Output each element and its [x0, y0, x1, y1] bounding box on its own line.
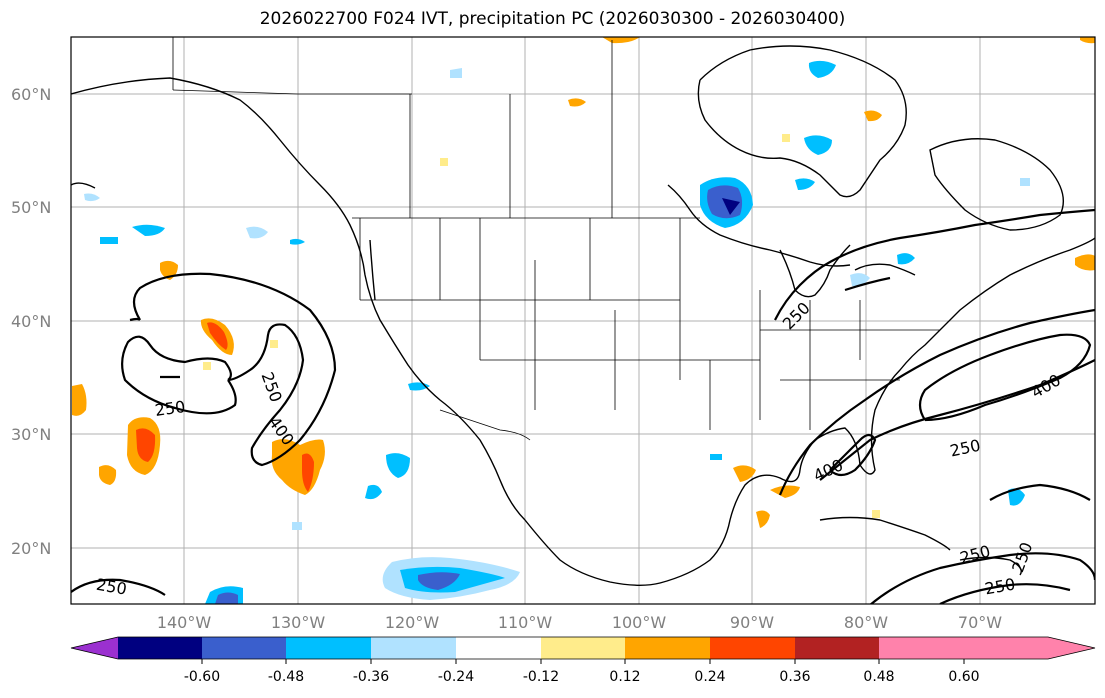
colorbar-tick-label: -0.12 — [523, 669, 559, 685]
ivt-contours — [71, 208, 1095, 604]
colorbar-swatch — [710, 637, 795, 659]
colorbar-swatch — [286, 637, 371, 659]
colorbar-tick-label: -0.24 — [438, 669, 474, 685]
colorbar-tick-label: 0.48 — [863, 669, 894, 685]
map-title: 2026022700 F024 IVT, precipitation PC (2… — [259, 9, 846, 29]
colorbar-tick-label: -0.48 — [268, 669, 304, 685]
lon-label: 100°W — [612, 613, 667, 632]
colorbar-swatch — [118, 637, 202, 659]
colorbar-swatch — [625, 637, 710, 659]
colorbar-extend-max — [964, 637, 1095, 659]
colorbar-swatch — [795, 637, 879, 659]
lon-label: 110°W — [498, 613, 553, 632]
map-plot-area — [71, 37, 1095, 604]
colorbar-swatch — [541, 637, 625, 659]
lon-label: 70°W — [958, 613, 1002, 632]
colorbar-tick-label: 0.36 — [779, 669, 810, 685]
colorbar-swatch — [879, 637, 964, 659]
lat-label: 20°N — [11, 539, 51, 558]
lat-label: 60°N — [11, 85, 51, 104]
coastlines — [71, 45, 1095, 586]
lon-label: 130°W — [271, 613, 326, 632]
colorbar-swatch — [202, 637, 286, 659]
colorbar-extend-min — [71, 637, 118, 659]
lat-label: 30°N — [11, 425, 51, 444]
lon-label: 80°W — [844, 613, 888, 632]
longitude-labels: 140°W 130°W 120°W 110°W 100°W 90°W 80°W … — [157, 613, 1002, 632]
colorbar-swatch — [371, 637, 456, 659]
colorbar-tick-label: 0.12 — [609, 669, 640, 685]
colorbar-tick-label: 0.24 — [694, 669, 725, 685]
map-frame — [70, 36, 1096, 605]
colorbar-swatch — [456, 637, 541, 659]
colorbar: -0.60 -0.48 -0.36 -0.24 -0.12 0.12 0.24 … — [70, 636, 1096, 685]
lon-label: 90°W — [730, 613, 774, 632]
lat-label: 50°N — [11, 198, 51, 217]
state-province-borders — [172, 37, 940, 441]
lon-label: 140°W — [157, 613, 212, 632]
latitude-labels: 60°N 50°N 40°N 30°N 20°N — [11, 85, 51, 558]
colorbar-tick-label: -0.60 — [184, 669, 220, 685]
graticule — [71, 37, 1095, 604]
colorbar-tick-label: -0.36 — [353, 669, 389, 685]
lat-label: 40°N — [11, 312, 51, 331]
colorbar-tick-label: 0.60 — [948, 669, 979, 685]
lon-label: 120°W — [385, 613, 440, 632]
contour-label: 250 — [154, 397, 187, 420]
